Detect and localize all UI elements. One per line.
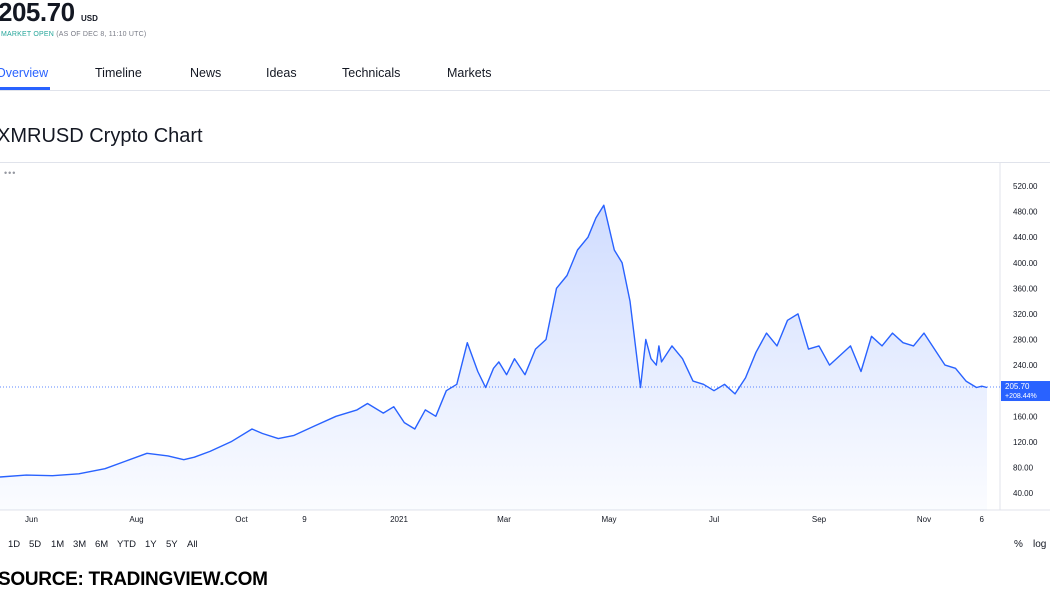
source-caption: SOURCE: TRADINGVIEW.COM: [0, 569, 268, 590]
last-price-badge: 205.70 +208.44%: [1001, 381, 1050, 402]
price-series-line: [0, 204, 988, 478]
tab-technicals[interactable]: Technicals: [342, 66, 401, 80]
x-tick-label: Aug: [129, 515, 143, 524]
active-tab-indicator: [0, 87, 50, 90]
y-tick-label: 480.00: [1013, 208, 1038, 217]
x-tick-label: Oct: [235, 515, 248, 524]
chart-title: XMRUSD Crypto Chart: [0, 125, 203, 147]
time-axis: Jun Aug Oct 9 2021 Mar May Jul Sep Nov 6: [25, 515, 984, 524]
y-tick-label: 240.00: [1013, 361, 1038, 370]
y-tick-label: 400.00: [1013, 259, 1038, 268]
price-axis: 520.00 480.00 440.00 400.00 360.00 320.00 280.…: [1013, 182, 1038, 498]
range-5d[interactable]: 5D: [29, 539, 42, 550]
range-1y[interactable]: 1Y: [145, 539, 157, 550]
y-tick-label: 280.00: [1013, 336, 1038, 345]
range-5y[interactable]: 5Y: [166, 539, 178, 550]
y-tick-label: 360.00: [1013, 284, 1038, 293]
last-price-badge-bg: [1001, 381, 1050, 402]
x-tick-label: 6: [980, 515, 985, 524]
percent-scale-button[interactable]: %: [1014, 539, 1023, 550]
tab-news[interactable]: News: [190, 66, 222, 80]
tab-overview[interactable]: Overview: [0, 66, 49, 80]
tab-bar: Overview Timeline News Ideas Technicals …: [0, 62, 1050, 91]
as-of-timestamp: (AS OF DEC 8, 11:10 UTC): [56, 31, 147, 38]
current-price: 205.70: [0, 0, 75, 27]
range-1d[interactable]: 1D: [8, 539, 21, 550]
x-tick-label: Jul: [709, 515, 719, 524]
tab-markets[interactable]: Markets: [447, 66, 492, 80]
y-tick-label: 160.00: [1013, 412, 1038, 421]
y-tick-label: 80.00: [1013, 463, 1034, 472]
range-all[interactable]: All: [187, 539, 198, 550]
range-1m[interactable]: 1M: [51, 539, 65, 550]
x-tick-label: 2021: [390, 515, 408, 524]
price-change-label: +208.44%: [1005, 393, 1037, 400]
x-tick-label: May: [601, 515, 616, 524]
chart-menu-icon[interactable]: •••: [4, 168, 17, 178]
x-tick-label: Nov: [917, 515, 931, 524]
range-6m[interactable]: 6M: [95, 539, 109, 550]
log-scale-button[interactable]: log: [1033, 539, 1047, 550]
y-tick-label: 40.00: [1013, 489, 1034, 498]
x-tick-label: Sep: [812, 515, 827, 524]
y-tick-label: 520.00: [1013, 182, 1038, 191]
tab-timeline[interactable]: Timeline: [95, 66, 142, 80]
y-tick-label: 320.00: [1013, 310, 1038, 319]
last-price-label: 205.70: [1005, 382, 1030, 391]
y-tick-label: 120.00: [1013, 438, 1038, 447]
market-status: MARKET OPEN (AS OF DEC 8, 11:10 UTC): [1, 31, 146, 38]
tab-ideas[interactable]: Ideas: [266, 66, 297, 80]
time-range-bar: 1D 5D 1M 3M 6M YTD 1Y 5Y All: [0, 536, 1050, 556]
range-3m[interactable]: 3M: [73, 539, 87, 550]
x-tick-label: Mar: [497, 515, 511, 524]
chart-frame: [0, 162, 1050, 563]
y-tick-label: 440.00: [1013, 233, 1038, 242]
market-open-label: MARKET OPEN: [1, 31, 55, 38]
x-tick-label: 9: [302, 515, 307, 524]
x-tick-label: Jun: [25, 515, 38, 524]
price-area-fill: [0, 205, 987, 510]
range-ytd[interactable]: YTD: [117, 539, 136, 550]
currency-label: USD: [81, 14, 98, 23]
